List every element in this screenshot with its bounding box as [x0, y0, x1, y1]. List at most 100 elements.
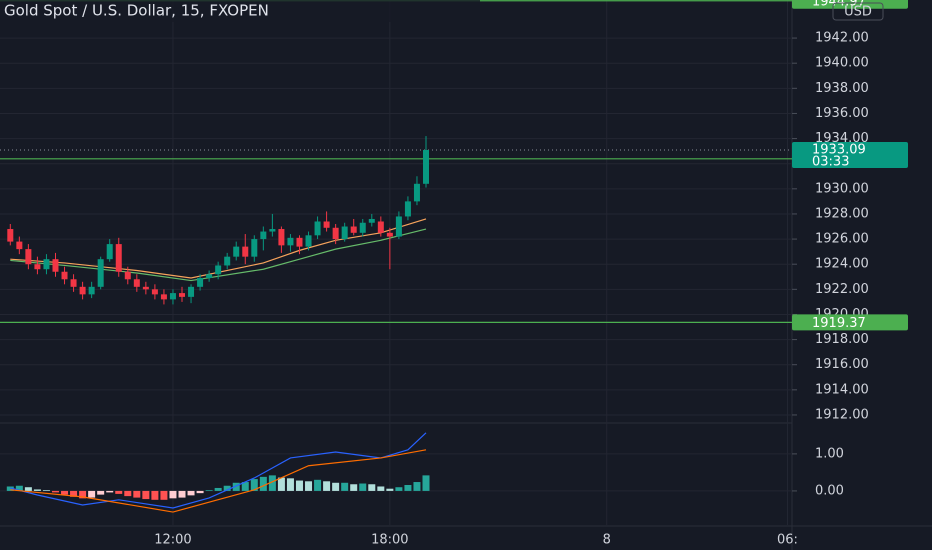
candle-body — [215, 265, 222, 275]
candle-body — [233, 246, 240, 257]
histogram-bar — [124, 490, 132, 497]
currency-label: USD — [844, 5, 872, 20]
y-tick-label: 1.00 — [815, 446, 844, 461]
candle-body — [368, 218, 375, 223]
histogram-bar — [241, 482, 249, 491]
candle-body — [269, 229, 276, 232]
histogram-bar — [250, 479, 258, 491]
histogram-bar — [323, 481, 331, 491]
y-tick-label: 1926.00 — [815, 232, 869, 247]
y-tick-label: 1928.00 — [815, 206, 869, 221]
histogram-bar — [115, 490, 123, 494]
histogram-bar — [232, 482, 240, 491]
histogram-bar — [377, 486, 385, 491]
histogram-bar — [97, 490, 105, 495]
candle-body — [423, 150, 430, 184]
candle-body — [7, 229, 14, 242]
candle-body — [278, 229, 285, 246]
candle-body — [160, 294, 167, 300]
histogram-bar — [142, 490, 150, 500]
histogram-bar — [61, 490, 69, 495]
candle-body — [43, 259, 50, 270]
y-tick-label: 1916.00 — [815, 357, 869, 372]
histogram-bar — [350, 484, 358, 491]
y-tick-label: 0.00 — [815, 483, 844, 498]
candle-body — [25, 249, 32, 265]
histogram-bar — [223, 485, 231, 491]
currency-box — [832, 2, 884, 21]
histogram-bar — [359, 483, 367, 491]
candle-body — [404, 201, 411, 217]
histogram-bar — [196, 490, 204, 494]
histogram-bar — [404, 485, 412, 491]
x-tick-label: 06: — [777, 533, 798, 548]
indicator-line — [10, 228, 427, 282]
histogram-bar — [151, 490, 159, 500]
y-tick-label: 1936.00 — [815, 106, 869, 121]
histogram-bar — [133, 490, 141, 498]
histogram-bar — [268, 475, 276, 491]
y-tick-label: 1922.00 — [815, 282, 869, 297]
histogram-bar — [33, 489, 41, 491]
histogram-bar — [205, 490, 213, 491]
candle-body — [151, 289, 158, 295]
histogram-bar — [286, 478, 294, 491]
histogram-bar — [178, 490, 186, 498]
candle-body — [52, 259, 59, 272]
countdown-label: 03:33 — [812, 155, 849, 170]
candle-body — [341, 226, 348, 240]
histogram-bar — [386, 488, 394, 491]
candle-body — [377, 221, 384, 233]
histogram-bar — [413, 482, 421, 491]
candle-body — [206, 274, 213, 279]
level-label-box — [792, 0, 908, 9]
last-price-box — [792, 142, 908, 169]
candle-body — [314, 221, 321, 236]
histogram-bar — [6, 486, 14, 491]
candle-body — [251, 239, 258, 257]
candle-body — [413, 183, 420, 202]
histogram-bar — [79, 490, 87, 499]
histogram-bar — [277, 477, 285, 491]
level-label-box — [792, 314, 908, 331]
candle-body — [296, 237, 303, 247]
candle-body — [124, 271, 131, 280]
candle-body — [61, 271, 68, 280]
y-tick-label: 1942.00 — [815, 31, 869, 46]
candle-body — [133, 279, 140, 287]
candle-body — [179, 293, 186, 297]
candle-body — [386, 232, 393, 237]
histogram-bar — [187, 490, 195, 496]
y-tick-label: 1918.00 — [815, 332, 869, 347]
histogram-bar — [70, 490, 78, 497]
indicator-line — [10, 449, 427, 513]
candle-body — [169, 293, 176, 300]
y-tick-label: 1912.00 — [815, 407, 869, 422]
candle-body — [395, 216, 402, 237]
chart-title: Gold Spot / U.S. Dollar, 15, FXOPEN — [4, 2, 269, 20]
histogram-bar — [51, 490, 59, 493]
candle-body — [260, 231, 267, 240]
candle-body — [142, 286, 149, 290]
candle-body — [70, 279, 77, 287]
histogram-bar — [368, 484, 376, 491]
histogram-bar — [88, 490, 96, 498]
candle-body — [188, 286, 195, 297]
histogram-bar — [422, 475, 430, 491]
candle-body — [115, 244, 122, 272]
y-tick-label: 1924.00 — [815, 257, 869, 272]
candle-body — [88, 286, 95, 295]
histogram-bar — [169, 490, 177, 499]
y-tick-label: 1914.00 — [815, 382, 869, 397]
histogram-bar — [106, 490, 114, 493]
candle-body — [34, 264, 41, 270]
x-tick-label: 18:00 — [371, 533, 408, 548]
histogram-bar — [42, 490, 50, 491]
histogram-bar — [15, 485, 23, 491]
candle-body — [97, 259, 104, 287]
candle-body — [287, 237, 294, 246]
histogram-bar — [332, 482, 340, 491]
last-price-label: 1933.09 — [812, 143, 866, 158]
